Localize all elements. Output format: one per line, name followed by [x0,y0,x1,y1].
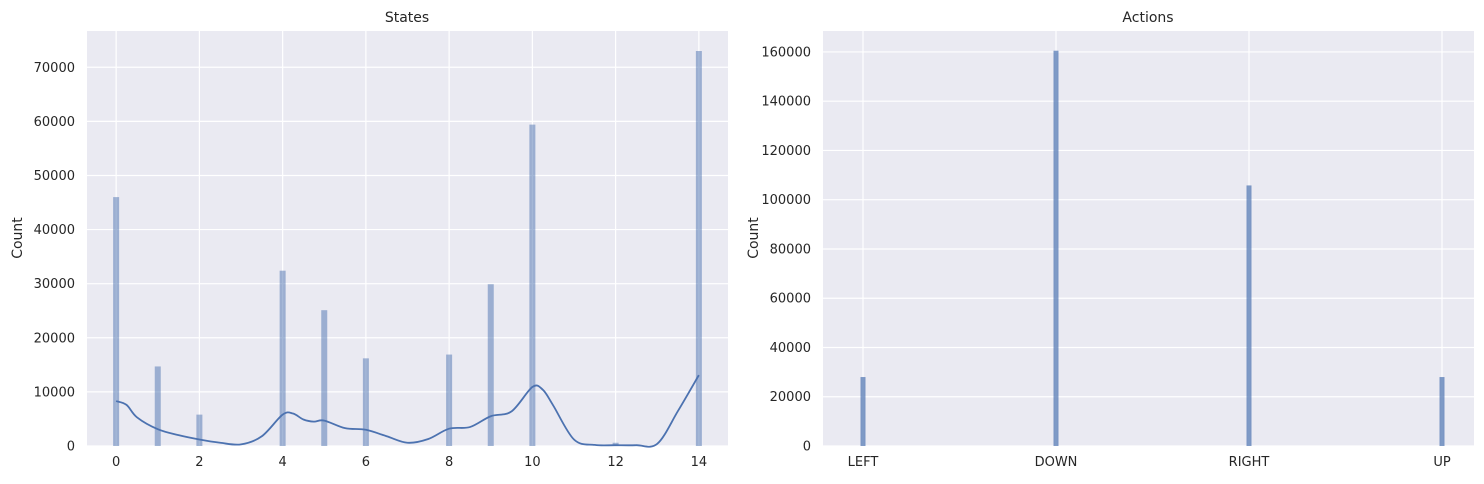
actions-y-tick-label: 40000 [770,341,811,356]
states-title: States [385,10,429,26]
states-x-tick-label: 8 [445,455,453,470]
states-bar [695,51,702,446]
states-kde-line [115,374,700,448]
states-y-tick-label: 10000 [34,385,75,400]
states-bar [321,310,328,446]
states-bar [113,197,120,446]
actions-y-tick-label: 140000 [761,95,811,110]
actions-y-tick-label: 0 [803,440,811,455]
states-bar [446,354,453,446]
actions-chart: LEFT DOWN RIGHT UP 0 20000 40000 60000 80000 1000… [746,10,1474,470]
states-x-tick-label: 14 [691,455,708,470]
states-bars [113,51,702,447]
actions-y-tick-label: 20000 [770,390,811,405]
states-bar [529,124,536,447]
actions-x-tick-label: LEFT [848,455,879,470]
actions-tick-labels: LEFT DOWN RIGHT UP 0 20000 40000 60000 80000 1000… [761,45,1450,470]
actions-bars [860,50,1445,447]
states-bar [487,284,494,446]
states-x-tick-label: 10 [524,455,541,470]
actions-y-tick-label: 120000 [761,144,811,159]
states-bar [196,414,203,446]
states-y-tick-label: 0 [67,440,75,455]
states-y-tick-label: 50000 [34,169,75,184]
states-plot-area [87,31,728,446]
states-tick-labels: 0 2 4 6 8 10 12 14 0 10000 20000 30000 40000 50000 600… [34,61,707,470]
states-chart: 0 2 4 6 8 10 12 14 0 10000 20000 30000 40000 50000 600… [10,10,728,470]
states-x-tick-label: 0 [112,455,120,470]
states-y-tick-label: 20000 [34,331,75,346]
actions-bar [1053,50,1059,447]
states-y-tick-label: 30000 [34,277,75,292]
states-x-tick-label: 6 [362,455,370,470]
states-bar [279,270,286,446]
states-x-tick-label: 4 [278,455,286,470]
states-y-axis-label: Count [10,217,26,259]
states-bar [362,358,369,446]
actions-y-tick-label: 60000 [770,292,811,307]
actions-plot-area [823,31,1474,446]
actions-y-tick-label: 160000 [761,45,811,60]
actions-title: Actions [1122,10,1173,26]
actions-x-tick-label: RIGHT [1229,455,1270,470]
actions-bar [1246,185,1252,447]
actions-y-tick-label: 80000 [770,242,811,257]
states-x-tick-label: 12 [607,455,624,470]
states-bar [154,366,161,446]
actions-y-tick-label: 100000 [761,193,811,208]
actions-x-tick-label: UP [1433,455,1451,470]
states-y-tick-label: 40000 [34,223,75,238]
actions-bar [1439,377,1445,446]
actions-bar [860,377,866,446]
actions-x-tick-label: DOWN [1035,455,1078,470]
actions-y-axis-label: Count [746,217,762,259]
states-y-tick-label: 70000 [34,61,75,76]
states-x-tick-label: 2 [195,455,203,470]
states-y-tick-label: 60000 [34,115,75,130]
